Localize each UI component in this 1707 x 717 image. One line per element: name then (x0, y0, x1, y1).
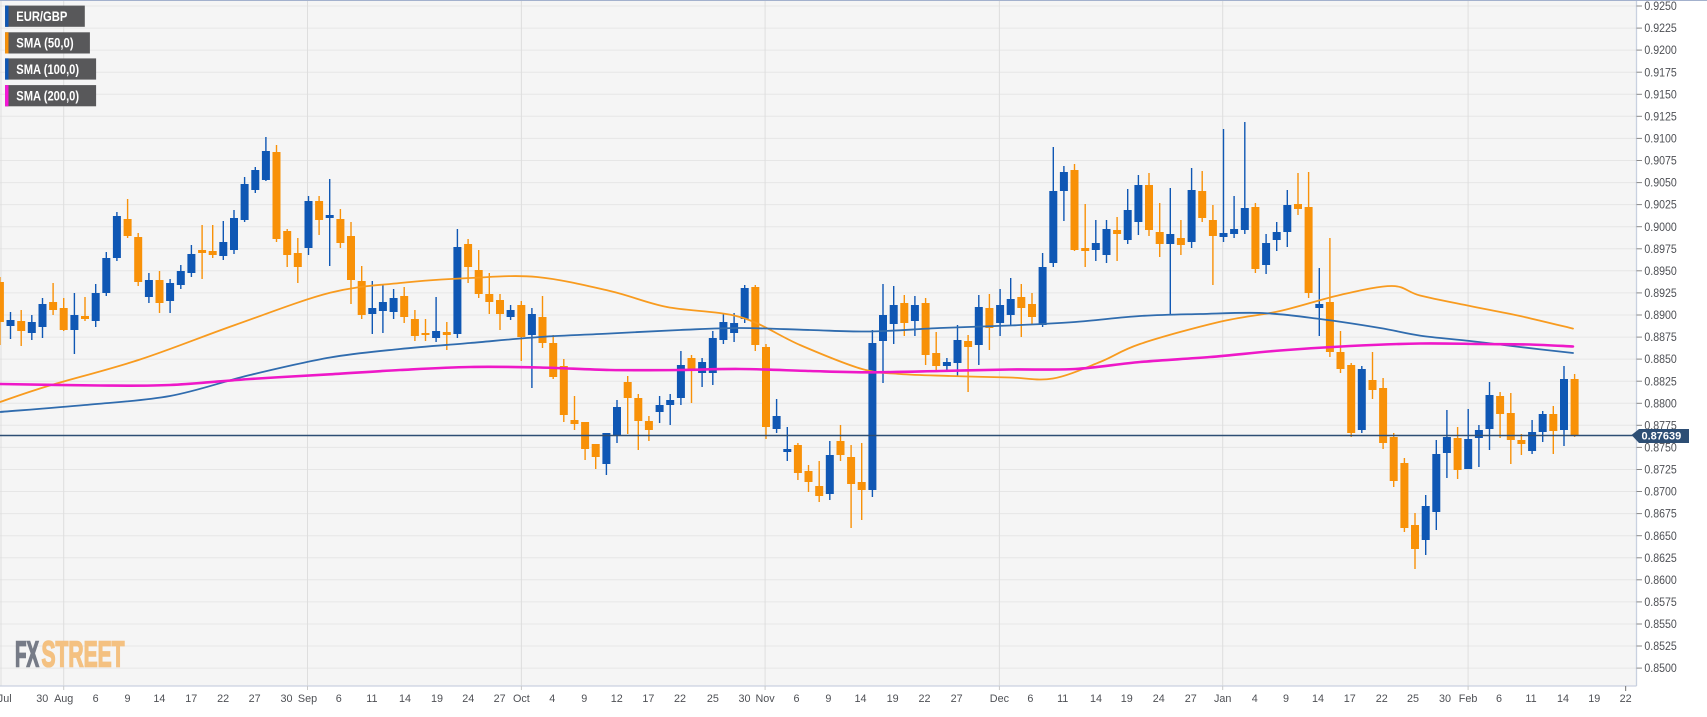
svg-text:27: 27 (951, 693, 963, 705)
svg-text:30: 30 (280, 693, 292, 705)
svg-text:6: 6 (93, 693, 99, 705)
svg-text:22: 22 (674, 693, 686, 705)
svg-text:17: 17 (1344, 693, 1356, 705)
svg-text:27: 27 (1185, 693, 1197, 705)
svg-text:19: 19 (887, 693, 899, 705)
svg-text:30: 30 (36, 693, 48, 705)
svg-text:0.9250: 0.9250 (1644, 1, 1676, 13)
svg-text:19: 19 (1121, 693, 1133, 705)
svg-text:0.8600: 0.8600 (1644, 575, 1676, 587)
svg-text:30: 30 (738, 693, 750, 705)
svg-text:0.8550: 0.8550 (1644, 619, 1676, 631)
svg-text:EUR/GBP: EUR/GBP (16, 8, 67, 24)
svg-text:6: 6 (336, 693, 342, 705)
svg-text:0.8675: 0.8675 (1644, 509, 1676, 521)
svg-text:22: 22 (918, 693, 930, 705)
svg-text:SMA (50,0): SMA (50,0) (16, 35, 73, 51)
svg-text:25: 25 (707, 693, 719, 705)
svg-text:0.8900: 0.8900 (1644, 310, 1676, 322)
svg-text:4: 4 (549, 693, 555, 705)
svg-text:17: 17 (185, 693, 197, 705)
svg-text:0.9150: 0.9150 (1644, 89, 1676, 101)
svg-text:9: 9 (1283, 693, 1289, 705)
svg-text:9: 9 (124, 693, 130, 705)
svg-text:0.8625: 0.8625 (1644, 553, 1676, 565)
svg-text:Sep: Sep (298, 693, 317, 705)
svg-text:22: 22 (1620, 693, 1632, 705)
svg-text:0.8750: 0.8750 (1644, 443, 1676, 455)
svg-text:0.8975: 0.8975 (1644, 244, 1676, 256)
svg-text:19: 19 (1588, 693, 1600, 705)
svg-text:0.8950: 0.8950 (1644, 266, 1676, 278)
svg-text:11: 11 (1525, 693, 1536, 705)
svg-text:4: 4 (1252, 693, 1258, 705)
svg-text:11: 11 (366, 693, 377, 705)
svg-text:17: 17 (642, 693, 654, 705)
svg-text:Oct: Oct (513, 693, 530, 705)
svg-text:0.8800: 0.8800 (1644, 398, 1676, 410)
svg-text:0.8850: 0.8850 (1644, 354, 1676, 366)
svg-text:Aug: Aug (54, 693, 73, 705)
svg-text:0.9025: 0.9025 (1644, 200, 1676, 212)
svg-text:0.8700: 0.8700 (1644, 487, 1676, 499)
svg-text:12: 12 (611, 693, 623, 705)
svg-text:SMA (200,0): SMA (200,0) (16, 88, 79, 104)
svg-text:30: 30 (1439, 693, 1451, 705)
svg-text:0.87639: 0.87639 (1642, 431, 1682, 443)
svg-text:22: 22 (1376, 693, 1388, 705)
svg-text:Jan: Jan (1214, 693, 1231, 705)
svg-text:0.9125: 0.9125 (1644, 111, 1676, 123)
svg-text:11: 11 (1057, 693, 1068, 705)
svg-text:27: 27 (494, 693, 506, 705)
svg-text:0.9175: 0.9175 (1644, 67, 1676, 79)
svg-text:22: 22 (217, 693, 229, 705)
svg-text:25: 25 (1407, 693, 1419, 705)
svg-text:Jul: Jul (0, 693, 12, 705)
svg-text:6: 6 (793, 693, 799, 705)
svg-text:0.9050: 0.9050 (1644, 178, 1676, 190)
svg-text:0.8825: 0.8825 (1644, 376, 1676, 388)
svg-text:STREET: STREET (42, 634, 125, 675)
svg-text:27: 27 (249, 693, 261, 705)
svg-text:9: 9 (581, 693, 587, 705)
svg-text:Nov: Nov (755, 693, 775, 705)
svg-text:9: 9 (825, 693, 831, 705)
svg-text:14: 14 (1312, 693, 1324, 705)
svg-text:0.9075: 0.9075 (1644, 156, 1676, 168)
svg-text:FX: FX (15, 634, 39, 675)
svg-text:0.9200: 0.9200 (1644, 45, 1676, 57)
svg-text:SMA (100,0): SMA (100,0) (16, 61, 79, 77)
svg-text:0.8575: 0.8575 (1644, 597, 1676, 609)
svg-text:0.9100: 0.9100 (1644, 134, 1676, 146)
svg-text:0.8875: 0.8875 (1644, 332, 1676, 344)
svg-text:14: 14 (1557, 693, 1569, 705)
svg-text:0.8525: 0.8525 (1644, 641, 1676, 653)
svg-text:24: 24 (1153, 693, 1165, 705)
svg-text:14: 14 (854, 693, 866, 705)
svg-text:0.9225: 0.9225 (1644, 23, 1676, 35)
svg-text:Feb: Feb (1459, 693, 1478, 705)
svg-text:6: 6 (1496, 693, 1502, 705)
svg-text:14: 14 (399, 693, 411, 705)
svg-text:0.8725: 0.8725 (1644, 465, 1676, 477)
svg-text:0.8650: 0.8650 (1644, 531, 1676, 543)
svg-text:19: 19 (431, 693, 443, 705)
svg-text:0.8925: 0.8925 (1644, 288, 1676, 300)
svg-text:0.9000: 0.9000 (1644, 222, 1676, 234)
svg-text:14: 14 (153, 693, 165, 705)
svg-text:6: 6 (1027, 693, 1033, 705)
svg-text:Dec: Dec (990, 693, 1010, 705)
svg-text:24: 24 (462, 693, 474, 705)
svg-text:14: 14 (1090, 693, 1102, 705)
svg-text:0.8500: 0.8500 (1644, 663, 1676, 675)
